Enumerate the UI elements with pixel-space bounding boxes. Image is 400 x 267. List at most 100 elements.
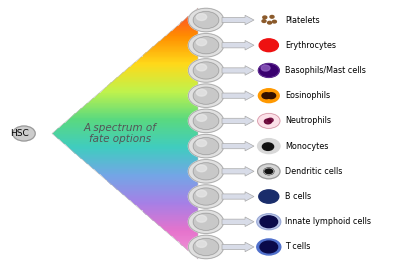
Polygon shape xyxy=(140,209,198,210)
Polygon shape xyxy=(185,18,198,19)
Circle shape xyxy=(193,238,219,256)
Polygon shape xyxy=(165,230,198,231)
Polygon shape xyxy=(152,46,198,47)
Polygon shape xyxy=(118,76,198,77)
Polygon shape xyxy=(122,72,198,73)
Polygon shape xyxy=(65,144,198,145)
Polygon shape xyxy=(193,255,198,256)
Polygon shape xyxy=(74,152,198,153)
Polygon shape xyxy=(106,86,198,87)
Polygon shape xyxy=(150,218,198,219)
Polygon shape xyxy=(125,196,198,197)
Polygon shape xyxy=(57,128,198,129)
Polygon shape xyxy=(61,125,198,126)
Polygon shape xyxy=(86,163,198,164)
Polygon shape xyxy=(101,175,198,176)
Polygon shape xyxy=(53,134,198,135)
Polygon shape xyxy=(184,247,198,248)
Polygon shape xyxy=(89,165,198,166)
Polygon shape xyxy=(124,195,198,196)
Polygon shape xyxy=(196,9,198,10)
Circle shape xyxy=(258,89,279,103)
FancyArrow shape xyxy=(222,15,254,25)
Circle shape xyxy=(193,11,219,29)
Polygon shape xyxy=(108,182,198,183)
Text: Innate lymphoid cells: Innate lymphoid cells xyxy=(285,217,371,226)
Polygon shape xyxy=(176,240,198,241)
Polygon shape xyxy=(62,124,198,125)
Polygon shape xyxy=(126,197,198,198)
Polygon shape xyxy=(138,59,198,60)
Polygon shape xyxy=(77,111,198,112)
Polygon shape xyxy=(85,162,198,163)
Polygon shape xyxy=(80,108,198,109)
Polygon shape xyxy=(154,221,198,222)
Circle shape xyxy=(188,210,224,234)
FancyArrow shape xyxy=(222,141,254,151)
Polygon shape xyxy=(125,70,198,71)
Polygon shape xyxy=(133,203,198,204)
Circle shape xyxy=(263,16,267,19)
Polygon shape xyxy=(124,71,198,72)
Circle shape xyxy=(258,164,280,179)
Polygon shape xyxy=(187,250,198,251)
Circle shape xyxy=(188,235,224,259)
Polygon shape xyxy=(180,23,198,24)
Circle shape xyxy=(13,126,35,141)
Polygon shape xyxy=(118,190,198,191)
Polygon shape xyxy=(180,22,198,23)
Circle shape xyxy=(188,8,224,32)
Polygon shape xyxy=(137,60,198,61)
Text: A spectrum of
fate options: A spectrum of fate options xyxy=(84,123,156,144)
Polygon shape xyxy=(182,21,198,22)
Polygon shape xyxy=(90,166,198,167)
FancyArrow shape xyxy=(222,116,254,126)
Polygon shape xyxy=(120,192,198,193)
Polygon shape xyxy=(72,150,198,151)
Polygon shape xyxy=(56,137,198,138)
Circle shape xyxy=(196,115,207,121)
Polygon shape xyxy=(84,161,198,162)
Circle shape xyxy=(193,213,219,230)
Polygon shape xyxy=(175,27,198,28)
Polygon shape xyxy=(108,84,198,85)
Polygon shape xyxy=(119,191,198,192)
Circle shape xyxy=(260,216,278,228)
Polygon shape xyxy=(128,199,198,200)
Circle shape xyxy=(267,93,276,99)
Polygon shape xyxy=(148,216,198,217)
Polygon shape xyxy=(66,120,198,121)
Circle shape xyxy=(196,165,207,172)
Polygon shape xyxy=(115,78,198,79)
Circle shape xyxy=(258,139,280,154)
Polygon shape xyxy=(80,158,198,159)
Polygon shape xyxy=(132,202,198,203)
Polygon shape xyxy=(129,66,198,67)
Polygon shape xyxy=(102,90,198,91)
Polygon shape xyxy=(108,85,198,86)
Polygon shape xyxy=(190,252,198,253)
Polygon shape xyxy=(190,14,198,15)
Circle shape xyxy=(196,241,207,248)
Polygon shape xyxy=(132,64,198,65)
Polygon shape xyxy=(56,129,198,130)
Polygon shape xyxy=(137,206,198,207)
Polygon shape xyxy=(72,151,198,152)
Polygon shape xyxy=(104,88,198,89)
Polygon shape xyxy=(149,217,198,218)
Polygon shape xyxy=(60,140,198,141)
Polygon shape xyxy=(110,83,198,84)
Circle shape xyxy=(196,64,207,71)
Polygon shape xyxy=(90,100,198,101)
FancyArrow shape xyxy=(222,41,254,50)
Polygon shape xyxy=(66,121,198,122)
Polygon shape xyxy=(138,207,198,208)
Polygon shape xyxy=(113,80,198,81)
Polygon shape xyxy=(156,43,198,44)
Polygon shape xyxy=(174,238,198,239)
Polygon shape xyxy=(155,222,198,223)
Polygon shape xyxy=(183,20,198,21)
Polygon shape xyxy=(101,91,198,92)
Polygon shape xyxy=(99,92,198,93)
Polygon shape xyxy=(192,12,198,13)
